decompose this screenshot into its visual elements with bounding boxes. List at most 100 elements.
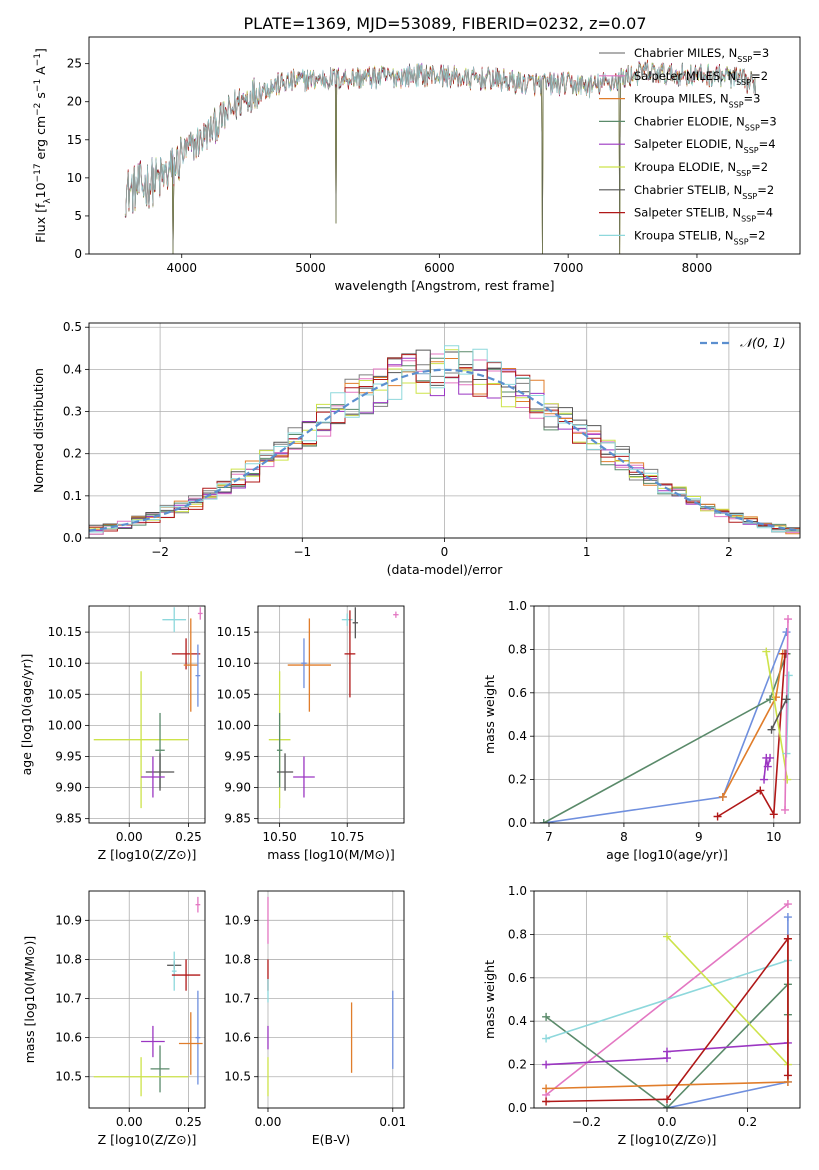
y-tick-label: 10.5 — [55, 1070, 82, 1084]
y-tick-label: 0.4 — [508, 1014, 527, 1028]
weight-marker — [781, 805, 790, 814]
plot-area-age-vs-mass — [268, 607, 399, 809]
y-tick-label: 10.5 — [224, 1070, 251, 1084]
x-tick-label: 2 — [725, 545, 733, 559]
weight-marker — [769, 810, 778, 819]
x-tick-label: 0.00 — [255, 1115, 282, 1129]
weight-marker — [784, 671, 793, 680]
y-axis-label: Normed distribution — [31, 368, 46, 493]
weight-marker — [766, 695, 775, 704]
axes-frame — [88, 890, 206, 1109]
x-tick-label: 7 — [545, 830, 553, 844]
weight-line — [543, 631, 788, 823]
y-label-part: s — [33, 92, 48, 103]
y-tick-label: 0.0 — [508, 816, 527, 830]
y-tick-label: 0.0 — [63, 531, 82, 545]
legend-label: Chabrier ELODIE, NSSP=3 — [634, 114, 777, 131]
data-point — [195, 990, 201, 1085]
y-tick-label: 10.10 — [48, 656, 82, 670]
y-tick-label: 1.0 — [508, 599, 527, 613]
data-point — [344, 610, 356, 698]
legend-subscript: SSP — [744, 146, 759, 155]
weight-marker — [756, 786, 765, 795]
legend-text: Kroupa ELODIE, N — [634, 160, 736, 174]
data-point — [93, 671, 189, 809]
legend-subscript: SSP — [741, 214, 756, 223]
y-tick-label: 10 — [67, 171, 82, 185]
weight-marker — [718, 792, 727, 801]
spectrum-line — [124, 62, 757, 217]
weight-marker — [760, 775, 769, 784]
y-tick-label: 10.15 — [48, 625, 82, 639]
legend-label: Kroupa ELODIE, NSSP=2 — [634, 160, 768, 178]
data-point — [171, 638, 201, 670]
legend-label: 𝒩(0, 1) — [740, 335, 786, 350]
weight-marker — [663, 1095, 671, 1104]
legend-text: Kroupa STELIB, N — [634, 228, 734, 242]
legend-count: =3 — [752, 46, 769, 60]
data-point — [293, 756, 315, 798]
y-tick-label: 10.15 — [217, 625, 251, 639]
x-axis-label: E(B-V) — [312, 1132, 351, 1147]
axes-mass-vs-Z: 0.00 0.25 10.5 10.6 10.7 10.8 10.9 Z [log10(Z/Z… — [22, 890, 206, 1147]
x-tick-label: 5000 — [295, 261, 326, 275]
plot-area-age-vs-Z — [93, 607, 203, 809]
y-tick-label: 0.2 — [508, 773, 527, 787]
x-tick-label: 0.25 — [175, 1115, 202, 1129]
legend-subscript: SSP — [729, 100, 744, 109]
y-label-part: −2 — [33, 103, 43, 116]
x-axis-label: mass [log10(M/M⊙)] — [267, 847, 395, 862]
spectrum-line — [124, 59, 757, 254]
weight-marker — [763, 762, 772, 771]
legend-text: Chabrier ELODIE, N — [634, 114, 745, 128]
legend-text: Salpeter STELIB, N — [634, 206, 741, 220]
weight-marker — [782, 628, 791, 637]
y-tick-label: 9.85 — [55, 812, 82, 826]
axes-massweight-vs-Z: −0.2 0.0 0.2 0.0 0.2 0.4 0.6 0.8 1.0 Z [log10(Z/Z… — [482, 884, 801, 1147]
y-tick-label: 9.85 — [224, 812, 251, 826]
axes-frame — [88, 36, 801, 255]
x-tick-label: 0.2 — [738, 1115, 757, 1129]
y-label-part: A — [33, 66, 48, 79]
legend-subscript: SSP — [736, 169, 751, 178]
y-tick-label: 0.3 — [63, 405, 82, 419]
y-label-part: Flux [f — [33, 203, 48, 243]
y-label-part: −1 — [33, 53, 43, 66]
legend-count: =2 — [751, 160, 768, 174]
x-tick-label: −0.2 — [572, 1115, 601, 1129]
data-point — [141, 756, 165, 798]
y-tick-label: 0.8 — [508, 927, 527, 941]
data-point — [197, 607, 203, 620]
axes-mass-vs-ebv: 0.00 0.01 10.5 10.6 10.7 10.8 10.9 E(B-V) — [224, 890, 406, 1147]
y-tick-label: 0 — [74, 247, 82, 261]
legend-count: =4 — [759, 137, 776, 151]
x-tick-label: 0.01 — [379, 1115, 406, 1129]
plot-area-mass-vs-ebv — [267, 896, 394, 1097]
plot-area-massweight-vs-age — [539, 615, 793, 823]
x-tick-label: 0.00 — [116, 1115, 143, 1129]
data-point — [171, 959, 201, 991]
x-tick-label: 10.75 — [330, 830, 364, 844]
y-tick-label: 0.6 — [508, 971, 527, 985]
weight-marker — [713, 812, 722, 821]
legend-count: =3 — [744, 92, 761, 106]
y-tick-label: 0.2 — [63, 447, 82, 461]
x-tick-label: −1 — [293, 545, 311, 559]
legend-count: =2 — [757, 183, 774, 197]
y-axis-label: mass weight — [482, 675, 497, 754]
weight-line — [763, 757, 771, 780]
weight-line — [666, 936, 789, 1066]
x-tick-label: 0 — [441, 545, 449, 559]
x-tick-label: 0.0 — [657, 1115, 676, 1129]
y-tick-label: 9.90 — [55, 781, 82, 795]
y-tick-label: 0.1 — [63, 489, 82, 503]
legend-subscript: SSP — [737, 55, 752, 64]
data-point — [150, 1045, 170, 1093]
weight-marker — [663, 1047, 671, 1056]
axes-massweight-vs-age: 7 8 9 10 0.0 0.2 0.4 0.6 0.8 1.0 age [log10(age/yr… — [482, 599, 801, 862]
y-tick-label: 10.6 — [55, 1031, 82, 1045]
legend-subscript: SSP — [742, 191, 757, 200]
legend-label: Kroupa STELIB, NSSP=2 — [634, 228, 765, 246]
weight-marker — [766, 753, 775, 762]
